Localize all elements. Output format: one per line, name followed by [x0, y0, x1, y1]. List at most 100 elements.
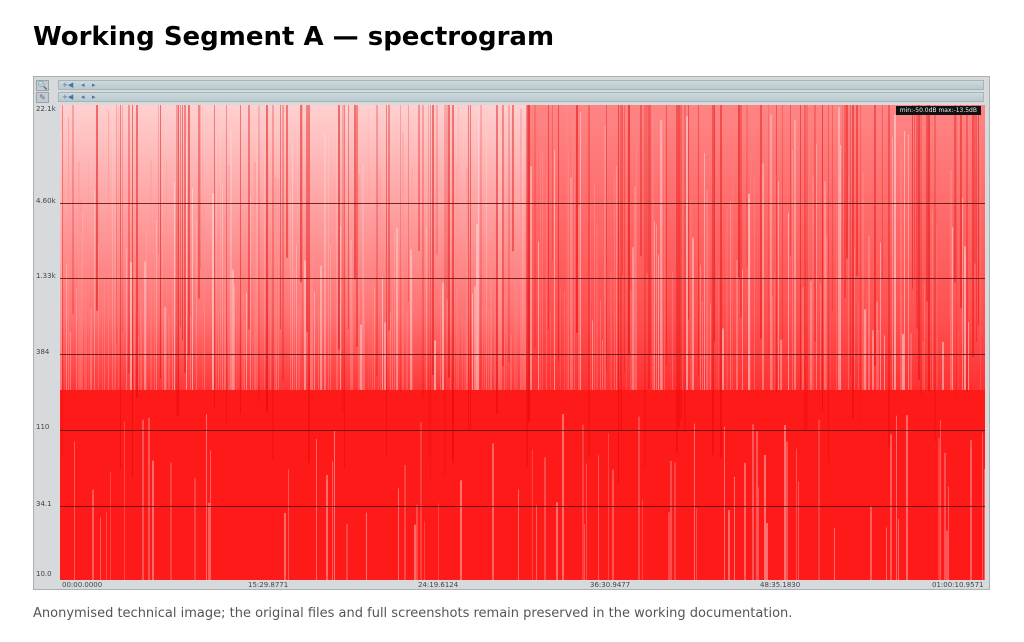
spectrogram-streak — [176, 105, 178, 416]
spectrogram-streak — [966, 105, 968, 393]
spectrogram-streak — [644, 105, 646, 467]
track-bar-top[interactable]: +◀ ◂ ▸ — [58, 80, 984, 90]
spectrogram-streak — [332, 461, 333, 580]
spectrogram-streak — [248, 105, 250, 330]
track-control[interactable]: ▸ — [92, 93, 96, 101]
spectrogram-streak — [834, 527, 835, 580]
spectrogram-streak — [598, 455, 599, 580]
spectrogram-streak — [952, 227, 953, 390]
spectrogram-streak — [504, 292, 505, 390]
spectrogram-streak — [110, 472, 111, 580]
spectrogram-streak — [928, 105, 930, 392]
spectrogram-plot[interactable]: min:-50.0dB max:-13.5dB — [60, 105, 985, 580]
spectrogram-streak — [772, 296, 773, 390]
spectrogram-streak — [492, 443, 494, 580]
y-tick-label: 4.60k — [36, 197, 56, 205]
spectrogram-streak — [298, 304, 300, 390]
spectrogram-streak — [754, 174, 755, 390]
spectrogram-streak — [672, 271, 673, 390]
spectrogram-streak — [356, 105, 358, 347]
spectrogram-streak — [666, 105, 667, 366]
spectrogram-streak — [554, 150, 555, 390]
spectrogram-streak — [886, 527, 887, 580]
spectrogram-streak — [266, 105, 268, 413]
spectrogram-streak — [192, 188, 193, 390]
spectrogram-streak — [970, 440, 972, 580]
spectrogram-streak — [974, 105, 976, 264]
spectrogram-streak — [306, 105, 308, 332]
spectrogram-streak — [806, 105, 808, 429]
spectrogram-streak — [800, 105, 801, 390]
spectrogram-streak — [764, 455, 766, 580]
spectrogram-streak — [484, 229, 485, 390]
spectrogram-streak — [254, 162, 256, 390]
spectrogram-streak — [428, 105, 429, 458]
spectrogram-streak — [780, 339, 782, 390]
spectrogram-streak — [282, 105, 284, 381]
spectrogram-streak — [872, 330, 874, 390]
spectrogram-streak — [242, 294, 244, 390]
spectrogram-streak — [560, 287, 561, 390]
spectrogram-streak — [556, 502, 558, 580]
spectrogram-streak — [692, 237, 694, 390]
spectrogram-streak — [362, 165, 364, 390]
spectrogram-streak — [450, 125, 451, 390]
time-axis: 00:00.0000 15:29.8771 24:19.6124 36:30.9… — [60, 580, 985, 590]
spectrogram-streak — [618, 105, 619, 484]
spectrogram-streak — [910, 332, 912, 390]
spectrogram-streak — [558, 105, 559, 362]
spectrogram-streak — [704, 152, 705, 390]
track-control[interactable]: ◂ — [81, 81, 85, 89]
spectrogram-streak — [178, 105, 179, 416]
spectrogram-streak — [664, 120, 665, 391]
spectrogram-streak — [734, 476, 735, 580]
spectrogram-streak — [188, 105, 190, 355]
spectrogram-streak — [868, 235, 870, 390]
spectrogram-streak — [500, 135, 502, 390]
spectrogram-streak — [874, 105, 876, 366]
spectrogram-streak — [422, 105, 424, 399]
spectrogram-streak — [144, 261, 146, 390]
spectrogram-streak — [650, 105, 651, 355]
spectrogram-streak — [218, 231, 219, 390]
spectrogram-streak — [808, 140, 810, 390]
spectrogram-streak — [828, 105, 829, 464]
spectrogram-streak — [576, 105, 578, 333]
spectrogram-streak — [122, 105, 123, 333]
spectrogram-streak — [908, 134, 909, 390]
spectrogram-streak — [396, 227, 398, 390]
toolbar-row-bottom: ✎ — [36, 92, 49, 103]
spectrogram-streak — [632, 247, 634, 390]
spectrogram-streak — [634, 186, 636, 390]
spectrogram-streak — [900, 143, 902, 390]
spectrogram-streak — [906, 415, 908, 580]
spectrogram-streak — [444, 105, 446, 475]
spectrogram-streak — [340, 226, 341, 390]
spectrogram-streak — [858, 301, 859, 390]
spectrogram-streak — [276, 178, 277, 390]
track-control[interactable]: ▸ — [92, 81, 96, 89]
zoom-icon[interactable]: 🔍 — [36, 80, 49, 91]
spectrogram-streak — [586, 463, 587, 580]
spectrogram-streak — [368, 108, 369, 390]
track-bar-bottom[interactable]: +◀ ◂ ▸ — [58, 92, 984, 102]
spectrogram-streak — [424, 521, 425, 580]
pencil-icon[interactable]: ✎ — [36, 92, 49, 103]
spectrogram-streak — [462, 317, 463, 390]
spectrogram-streak — [82, 211, 83, 390]
spectrogram-streak — [584, 524, 585, 580]
spectrogram-streak — [950, 169, 952, 390]
spectrogram-streak — [400, 105, 401, 393]
track-control[interactable]: +◀ — [62, 93, 74, 101]
track-control[interactable]: ◂ — [81, 93, 85, 101]
spectrogram-streak — [774, 273, 775, 390]
spectrogram-streak — [588, 105, 590, 457]
spectrogram-streak — [170, 462, 172, 580]
track-control[interactable]: +◀ — [62, 81, 74, 89]
spectrogram-streak — [890, 434, 892, 580]
spectrogram-streak — [856, 105, 858, 276]
spectrogram-streak — [914, 105, 915, 281]
spectrogram-streak — [88, 161, 89, 390]
spectrogram-streak — [154, 204, 155, 390]
spectrogram-streak — [968, 322, 969, 390]
